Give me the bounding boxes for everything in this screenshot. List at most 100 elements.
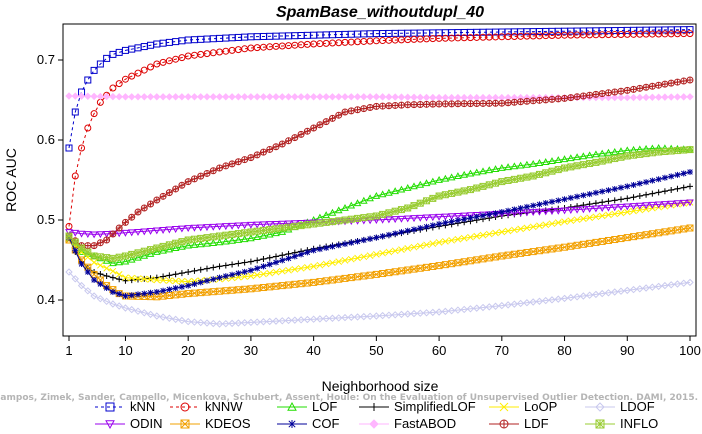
data-point (310, 220, 318, 228)
data-point (391, 216, 400, 224)
data-point (291, 134, 299, 142)
data-point (172, 271, 179, 278)
data-point (222, 262, 229, 269)
data-point (309, 315, 318, 323)
data-point (210, 276, 217, 283)
data-point (542, 96, 550, 104)
data-point (235, 270, 242, 277)
data-point (561, 218, 568, 225)
data-point (680, 184, 687, 191)
data-point (153, 93, 161, 101)
data-point (661, 201, 669, 209)
data-point (78, 261, 85, 267)
data-point (617, 147, 625, 155)
data-point (379, 249, 386, 257)
data-point (454, 100, 462, 108)
data-point (172, 185, 180, 193)
data-point (140, 93, 148, 101)
data-point (241, 259, 248, 266)
data-point (221, 223, 230, 231)
legend-item-ldf: LDF (489, 416, 549, 431)
data-point (498, 252, 506, 260)
data-point (461, 216, 468, 223)
data-point (134, 253, 142, 261)
data-point (542, 200, 549, 207)
legend-swatch-marker (105, 420, 115, 430)
data-point (473, 184, 481, 192)
data-point (623, 86, 631, 94)
data-point (141, 290, 148, 297)
data-point (115, 253, 123, 261)
data-point (416, 100, 424, 108)
data-point (90, 110, 98, 118)
data-point (667, 200, 676, 208)
data-point (77, 247, 86, 255)
data-point (354, 238, 361, 245)
data-point (448, 100, 456, 108)
data-point (535, 208, 544, 216)
data-point (303, 279, 311, 287)
data-point (190, 175, 198, 183)
data-point (209, 167, 217, 175)
data-point (630, 194, 637, 201)
data-point (416, 199, 424, 207)
data-point (316, 93, 324, 101)
data-point (655, 189, 662, 196)
data-point (259, 148, 267, 156)
data-point (335, 111, 343, 119)
data-point (121, 304, 130, 312)
data-point (153, 60, 161, 68)
data-point (435, 213, 443, 221)
data-point (435, 308, 443, 316)
data-point (253, 151, 261, 159)
series-line (68, 227, 691, 298)
data-point (115, 93, 123, 101)
data-point (447, 213, 456, 221)
data-point (229, 261, 236, 268)
y-tick-label: 0.6 (37, 132, 55, 147)
data-point (260, 256, 267, 263)
data-point (548, 95, 556, 103)
data-point (147, 200, 155, 208)
x-tick-label: 50 (369, 343, 383, 358)
data-point (687, 169, 693, 175)
data-point (96, 253, 104, 261)
data-point (190, 318, 199, 326)
data-point (466, 212, 475, 220)
legend-label: LDF (524, 416, 549, 431)
data-point (429, 100, 437, 108)
series-cof (66, 169, 693, 299)
data-point (184, 241, 193, 249)
data-point (96, 294, 105, 303)
data-point (467, 233, 474, 241)
data-point (585, 151, 594, 159)
data-point (423, 223, 430, 230)
data-point (630, 151, 638, 159)
data-point (629, 93, 638, 102)
data-point (466, 305, 475, 313)
data-point (422, 179, 431, 187)
data-point (680, 170, 687, 177)
data-point (592, 189, 599, 196)
data-point (441, 100, 449, 108)
data-point (328, 208, 337, 216)
data-point (379, 233, 386, 240)
data-point (335, 217, 343, 225)
data-point (529, 172, 537, 180)
data-point (185, 269, 192, 275)
data-point (291, 253, 298, 260)
data-point (153, 276, 161, 284)
data-point (536, 222, 543, 230)
data-point (178, 93, 186, 101)
data-point (254, 265, 261, 272)
data-point (448, 189, 456, 197)
data-point (604, 289, 613, 297)
data-point (328, 93, 337, 101)
data-point (379, 210, 387, 218)
data-point (297, 222, 305, 230)
data-point (203, 224, 211, 232)
data-point (259, 318, 268, 326)
data-point (322, 93, 330, 101)
legend-item-ldof: LDOF (585, 399, 655, 414)
data-point (391, 311, 399, 319)
